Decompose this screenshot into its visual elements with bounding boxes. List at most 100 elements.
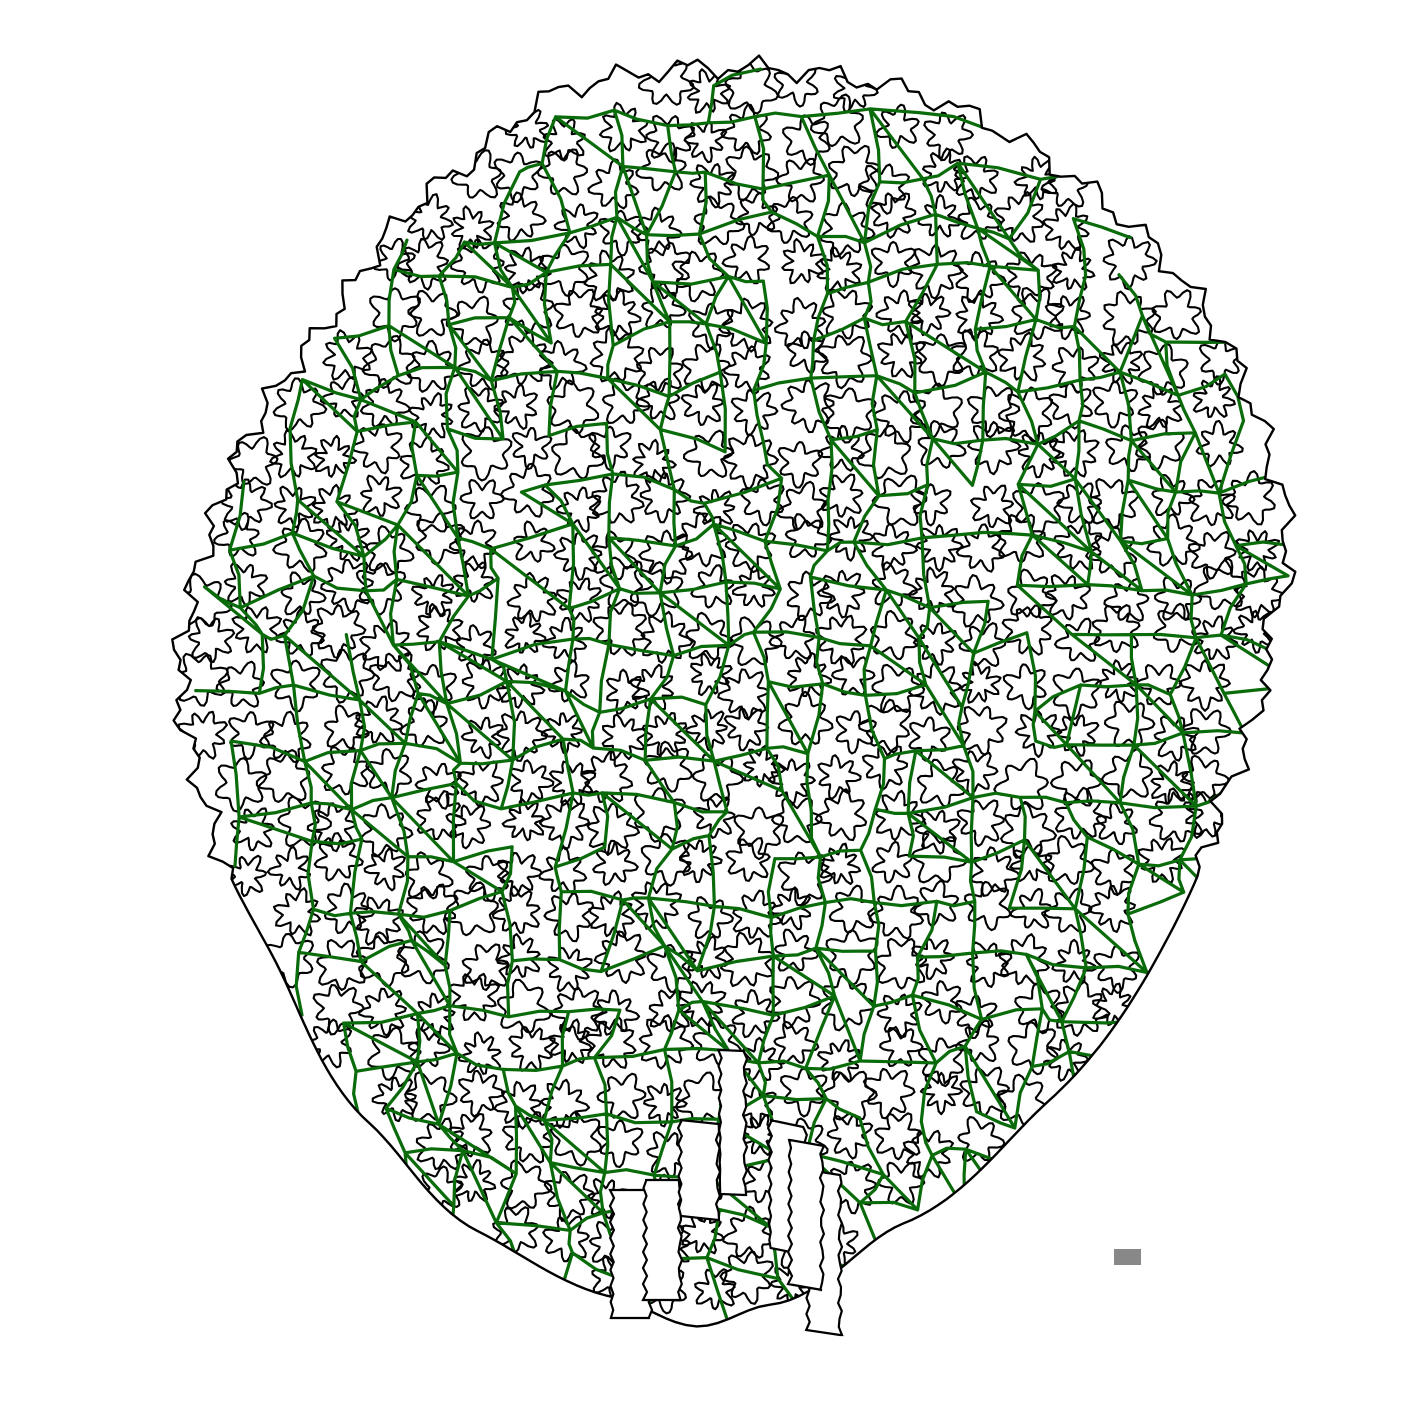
pavement-cell	[640, 610, 694, 664]
pavement-cell	[722, 433, 779, 490]
pavement-cell	[640, 833, 691, 887]
pavement-cell	[548, 760, 597, 807]
pavement-cell	[586, 802, 641, 856]
pavement-cell	[688, 302, 734, 351]
pavement-cell	[450, 149, 503, 199]
pavement-cell	[733, 806, 785, 861]
pavement-cell	[921, 147, 968, 193]
pavement-cell	[917, 419, 967, 469]
pavement-cell	[411, 574, 455, 618]
pavement-cell	[876, 993, 923, 1039]
pavement-cell	[628, 663, 675, 711]
pavement-cell	[693, 796, 736, 839]
pavement-cell	[1137, 837, 1186, 884]
pavement-cell	[601, 713, 649, 762]
pavement-cell	[1152, 602, 1202, 653]
leaf-outline	[171, 54, 1297, 1328]
pavement-cell	[215, 660, 266, 708]
petiole-cell	[786, 1138, 826, 1292]
pavement-cell	[556, 577, 602, 623]
pavement-cell	[543, 892, 595, 943]
pavement-cell	[270, 659, 321, 713]
pavement-cell	[719, 931, 775, 988]
pavement-cell	[773, 928, 820, 972]
pavement-cell	[875, 289, 923, 339]
pavement-cell	[213, 511, 260, 558]
pavement-cell	[921, 980, 963, 1025]
pavement-cell	[272, 887, 322, 937]
pavement-cell	[993, 757, 1049, 811]
pavement-cell	[369, 287, 421, 343]
pavement-cell	[737, 1114, 781, 1157]
pavement-cell	[583, 249, 635, 302]
pavement-cell	[593, 930, 648, 985]
pavement-cell	[730, 389, 779, 436]
pavement-cell	[313, 832, 364, 882]
pavement-cell	[871, 561, 918, 607]
pavement-cell	[266, 845, 312, 891]
pavement-cell	[269, 429, 318, 479]
pavement-cell	[956, 799, 1005, 848]
pavement-cell	[917, 1037, 965, 1088]
pavement-cell	[1151, 473, 1196, 517]
pavement-cell	[739, 478, 785, 527]
pavement-cell	[809, 93, 864, 148]
pavement-cell	[723, 345, 771, 395]
pavement-cell	[1091, 604, 1141, 654]
pavement-cell	[1102, 290, 1157, 346]
pavement-cell	[1092, 380, 1139, 429]
pavement-cell	[907, 293, 952, 337]
pavement-cell	[548, 1018, 593, 1064]
pavement-cell	[409, 663, 458, 714]
pavement-cell	[1009, 887, 1052, 929]
pavement-cell	[767, 758, 816, 807]
pavement-cell	[220, 478, 273, 531]
pavement-cell	[363, 847, 406, 892]
pavement-cell	[967, 420, 1022, 476]
pavement-cell	[775, 157, 825, 203]
pavement-cell	[591, 470, 645, 524]
vein-network	[194, 67, 1296, 1327]
pavement-cell	[816, 569, 866, 619]
pavement-cell	[916, 758, 966, 808]
pavement-cell	[406, 193, 454, 241]
petiole-cell	[676, 1118, 722, 1222]
pavement-cell	[725, 837, 771, 882]
scale-bar	[1114, 1249, 1141, 1265]
pavement-cell	[464, 855, 509, 903]
pavement-cell	[551, 425, 606, 480]
pavement-cell	[908, 716, 951, 762]
pavement-cell	[367, 1026, 420, 1081]
pavement-cell	[508, 1025, 556, 1072]
pavement-cell	[360, 474, 403, 517]
pavement-cell	[406, 883, 459, 936]
pavement-cell	[868, 884, 925, 940]
pavement-cell	[1154, 576, 1203, 621]
pavement-cell	[547, 660, 590, 703]
pavement-cell	[1048, 429, 1100, 478]
pavement-cell	[856, 424, 911, 480]
pavement-cell	[687, 896, 734, 940]
pavement-cell	[911, 830, 968, 884]
pavement-cell	[828, 884, 878, 934]
pavement-cell	[214, 757, 268, 813]
pavement-cell	[1002, 663, 1047, 711]
pavement-cell	[1137, 383, 1183, 429]
pavement-cell	[970, 846, 1021, 897]
pavement-cell	[646, 1131, 694, 1179]
pavement-cell	[324, 704, 370, 750]
pavement-cell	[493, 383, 538, 431]
pavement-cell	[819, 842, 862, 886]
pavement-cell	[782, 114, 831, 167]
pavement-cell	[819, 201, 876, 258]
pavement-cell	[224, 854, 268, 898]
pavement-cell	[1044, 834, 1095, 886]
pavement-cell	[993, 191, 1045, 243]
pavement-cell	[869, 192, 917, 239]
pavement-cell	[538, 339, 588, 391]
pavement-cell	[461, 943, 510, 992]
pavement-cell	[553, 288, 603, 338]
pavement-cell	[870, 240, 916, 289]
pavement-cell	[1054, 980, 1111, 1037]
